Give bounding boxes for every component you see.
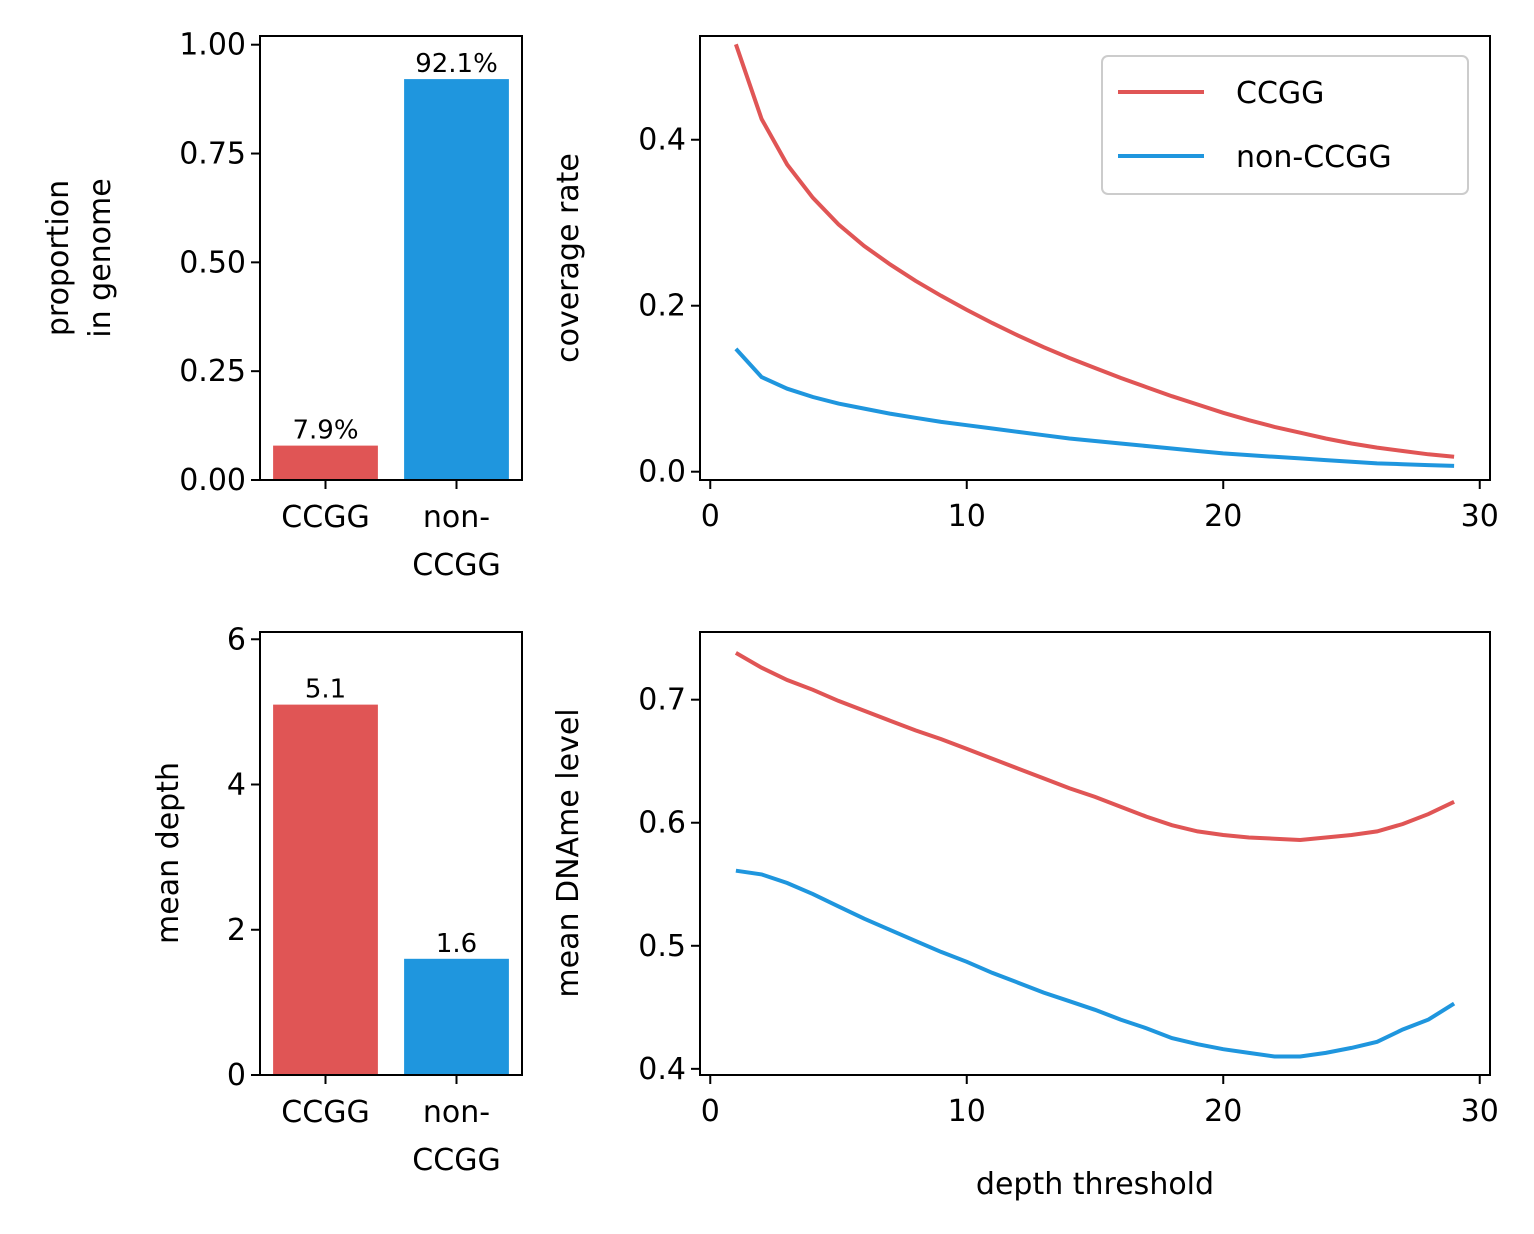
coverage-xtick-label: 10 [948, 499, 986, 534]
depth-ylabel: mean depth [151, 762, 186, 944]
proportion-bar-0 [273, 445, 378, 480]
dname-xtick-label: 10 [948, 1094, 986, 1129]
dname-ytick-label: 0.5 [638, 929, 686, 964]
proportion-ylabel: proportion in genome [41, 178, 118, 337]
legend-label-ccgg: CCGG [1236, 76, 1324, 111]
coverage-series-ccgg [734, 43, 1455, 459]
dname-xlabel: depth threshold [976, 1167, 1214, 1202]
dname-series-ccgg [734, 651, 1455, 843]
proportion-category-label: non-CCGG [412, 500, 500, 583]
dname-ytick-label: 0.7 [638, 683, 686, 718]
proportion-ytick-label: 0.25 [179, 354, 246, 389]
depth-bar-0 [273, 704, 378, 1075]
proportion-ytick-label: 0.50 [179, 245, 246, 280]
dname-xtick-label: 30 [1461, 1094, 1499, 1129]
dname-ytick-label: 0.6 [638, 806, 686, 841]
depth-ytick-label: 4 [227, 768, 246, 803]
dname-xtick-label: 20 [1204, 1094, 1242, 1129]
depth-frame [259, 631, 523, 1076]
depth-category-label: CCGG [281, 1095, 369, 1130]
depth-bar-value-label: 5.1 [305, 675, 346, 705]
proportion-category-label: CCGG [281, 500, 369, 535]
coverage-xtick-label: 20 [1204, 499, 1242, 534]
coverage-ylabel: coverage rate [551, 153, 586, 363]
coverage-xtick-label: 0 [701, 499, 720, 534]
depth-ytick-label: 0 [227, 1058, 246, 1093]
coverage-xtick-label: 30 [1461, 499, 1499, 534]
coverage-series-non-ccgg [734, 347, 1455, 468]
depth-ytick-label: 2 [227, 913, 246, 948]
coverage-legend: CCGG non-CCGG [1101, 55, 1469, 195]
dname-ytick-label: 0.4 [638, 1052, 686, 1087]
coverage-frame [699, 35, 1491, 481]
proportion-bar-value-label: 92.1% [415, 49, 498, 79]
proportion-frame [259, 35, 523, 481]
depth-bar-value-label: 1.6 [436, 929, 477, 959]
legend-label-non-ccgg: non-CCGG [1236, 140, 1392, 175]
proportion-ytick-label: 0.75 [179, 137, 246, 172]
depth-bar-1 [404, 958, 509, 1075]
dname-ylabel: mean DNAme level [551, 708, 586, 997]
proportion-bar-1 [404, 79, 509, 480]
coverage-ytick-label: 0.4 [638, 123, 686, 158]
proportion-ytick-label: 0.00 [179, 463, 246, 498]
proportion-ytick-label: 1.00 [179, 28, 246, 63]
depth-ytick-label: 6 [227, 622, 246, 657]
dname-frame [699, 631, 1491, 1076]
dname-xtick-label: 0 [701, 1094, 720, 1129]
coverage-ytick-label: 0.2 [638, 289, 686, 324]
depth-category-label: non-CCGG [412, 1095, 500, 1178]
proportion-bar-value-label: 7.9% [292, 416, 358, 446]
coverage-ytick-label: 0.0 [638, 455, 686, 490]
dname-series-non-ccgg [735, 868, 1456, 1059]
